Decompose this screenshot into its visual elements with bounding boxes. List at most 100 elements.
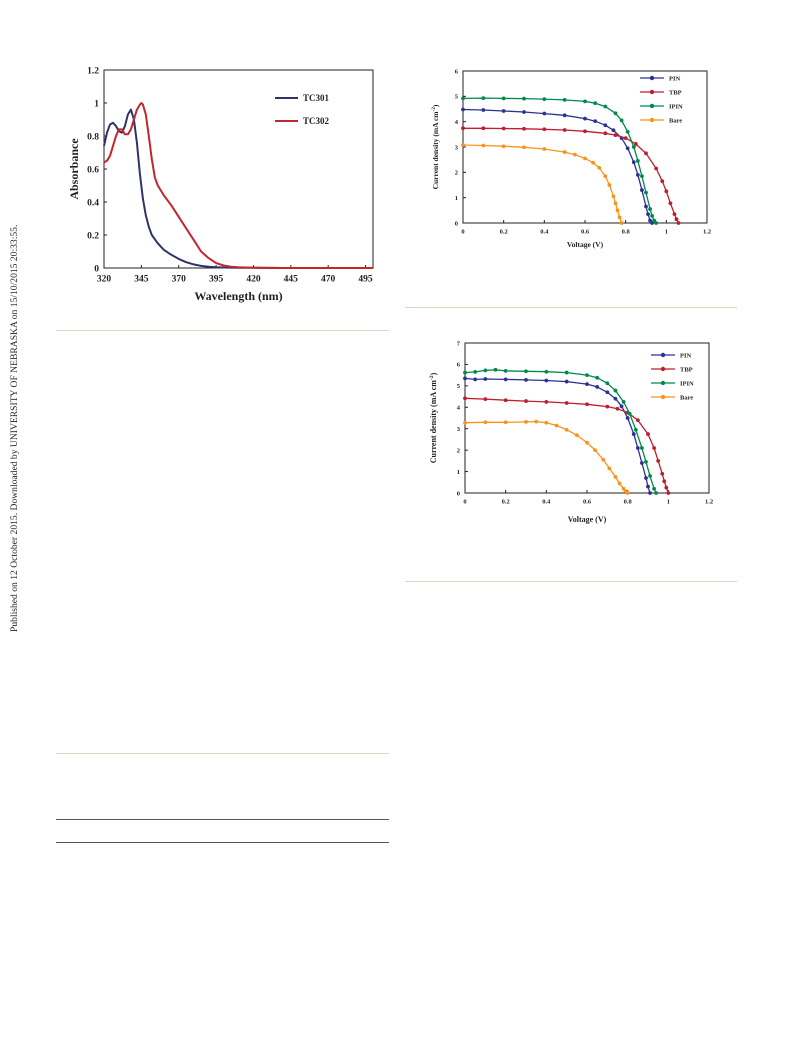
data-point-pin	[501, 109, 506, 113]
series-line-tbp	[464, 397, 669, 494]
data-point-ipin	[654, 491, 659, 495]
y-tick-label: 0	[94, 264, 99, 274]
data-point-bare	[524, 419, 528, 424]
data-point-pin	[605, 390, 610, 395]
data-point-pin	[640, 188, 644, 192]
legend-label-tc301: TC301	[303, 93, 330, 103]
x-tick-label: 0	[463, 499, 466, 506]
divider-left-1	[56, 330, 389, 331]
data-point-ipin	[493, 367, 498, 372]
data-point-bare	[593, 448, 598, 453]
data-point-pin	[463, 376, 467, 381]
legend-label-pin: PIN	[669, 75, 681, 82]
data-point-bare	[619, 221, 624, 225]
y-tick-label: 1	[455, 195, 458, 202]
data-point-tbp	[481, 126, 486, 131]
divider-right-2	[405, 581, 737, 582]
x-tick-label: 495	[358, 275, 373, 285]
data-point-ipin	[633, 427, 638, 432]
data-point-ipin	[613, 111, 618, 116]
y-axis-label-main: Current density (mA cm	[429, 380, 438, 464]
data-point-ipin	[463, 370, 467, 375]
data-point-tbp	[583, 129, 587, 134]
data-point-bare	[603, 174, 608, 179]
data-point-ipin	[524, 369, 528, 374]
x-tick-label: 0.2	[500, 229, 508, 236]
data-point-bare	[503, 420, 508, 425]
x-tick-label: 1.2	[703, 229, 711, 236]
data-point-bare	[481, 143, 486, 148]
data-point-pin	[544, 378, 549, 383]
y-axis-label-main: Current density (mA cm	[431, 111, 440, 190]
divider-left-3	[56, 819, 389, 820]
data-point-tbp	[666, 491, 671, 495]
data-point-ipin	[621, 400, 626, 404]
data-point-pin	[583, 116, 587, 121]
data-point-pin	[635, 172, 640, 177]
series-line-tc302	[103, 102, 373, 269]
legend-marker-tbp	[649, 89, 655, 95]
data-point-pin	[522, 110, 526, 114]
legend-label-tbp: TBP	[680, 366, 693, 373]
y-tick-label: 2	[457, 447, 460, 454]
divider-left-4	[56, 842, 389, 843]
data-point-tbp	[660, 179, 665, 184]
data-point-ipin	[564, 370, 569, 375]
data-point-pin	[585, 382, 589, 387]
y-tick-label: 4	[455, 119, 459, 126]
data-point-bare	[621, 486, 626, 491]
data-point-bare	[607, 183, 612, 187]
data-point-bare	[615, 208, 620, 213]
y-tick-label: 0.4	[87, 198, 99, 208]
absorbance-chart: 320 345 370 395 420 445 470 495 0 0.2 0.4 0.6 0.8 1 1.…	[67, 66, 374, 303]
y-tick-label: 1.2	[87, 66, 99, 76]
data-point-tbp	[503, 398, 508, 403]
y-tick-label: 3	[457, 426, 461, 433]
data-point-bare	[611, 194, 616, 199]
data-point-bare	[572, 152, 577, 157]
y-tick-label: 5	[457, 383, 461, 390]
data-point-pin	[644, 204, 648, 209]
data-point-tbp	[635, 418, 640, 423]
data-point-ipin	[625, 129, 630, 134]
legend-label-tc302: TC302	[303, 116, 330, 126]
data-point-bare	[613, 475, 618, 479]
y-axis-label-end: )	[431, 104, 440, 107]
data-point-pin	[562, 113, 567, 118]
legend-marker-pin	[660, 352, 666, 358]
data-point-pin	[503, 377, 508, 382]
jv-chart-top: 0 0.2 0.4 0.6 0.8 1 1.2 0 1 2 3 4 5 6 Voltage (V) Curre…	[431, 68, 711, 249]
data-point-pin	[640, 461, 644, 465]
legend-label-ipin: IPIN	[669, 103, 683, 110]
data-point-tbp	[542, 127, 547, 132]
data-point-pin	[648, 491, 652, 495]
x-tick-label: 0.6	[583, 499, 592, 506]
data-point-ipin	[635, 159, 640, 163]
data-point-tbp	[585, 402, 589, 407]
data-point-pin	[473, 377, 478, 382]
x-tick-label: 470	[321, 275, 336, 285]
series-line-bare	[462, 144, 623, 224]
data-point-ipin	[593, 101, 598, 106]
data-point-bare	[564, 427, 569, 432]
data-point-ipin	[461, 96, 465, 101]
data-point-bare	[583, 156, 587, 161]
y-axis-label-sup: -2	[429, 375, 435, 380]
data-point-pin	[611, 128, 616, 133]
x-tick-label: 445	[284, 275, 299, 285]
x-tick-label: 0	[461, 229, 464, 236]
series-line-pin	[464, 377, 651, 494]
plot-frame	[464, 342, 710, 494]
legend-label-bare: Bare	[680, 394, 693, 401]
x-tick-label: 0.6	[581, 229, 590, 236]
data-point-tbp	[463, 396, 467, 401]
data-point-bare	[613, 201, 618, 206]
data-point-pin	[625, 416, 630, 420]
data-point-pin	[631, 432, 636, 436]
data-point-pin	[461, 107, 465, 112]
x-tick-label: 370	[172, 275, 187, 285]
data-point-tbp	[613, 133, 618, 137]
y-tick-label: 1	[457, 469, 460, 476]
legend-marker-ipin	[649, 103, 655, 109]
